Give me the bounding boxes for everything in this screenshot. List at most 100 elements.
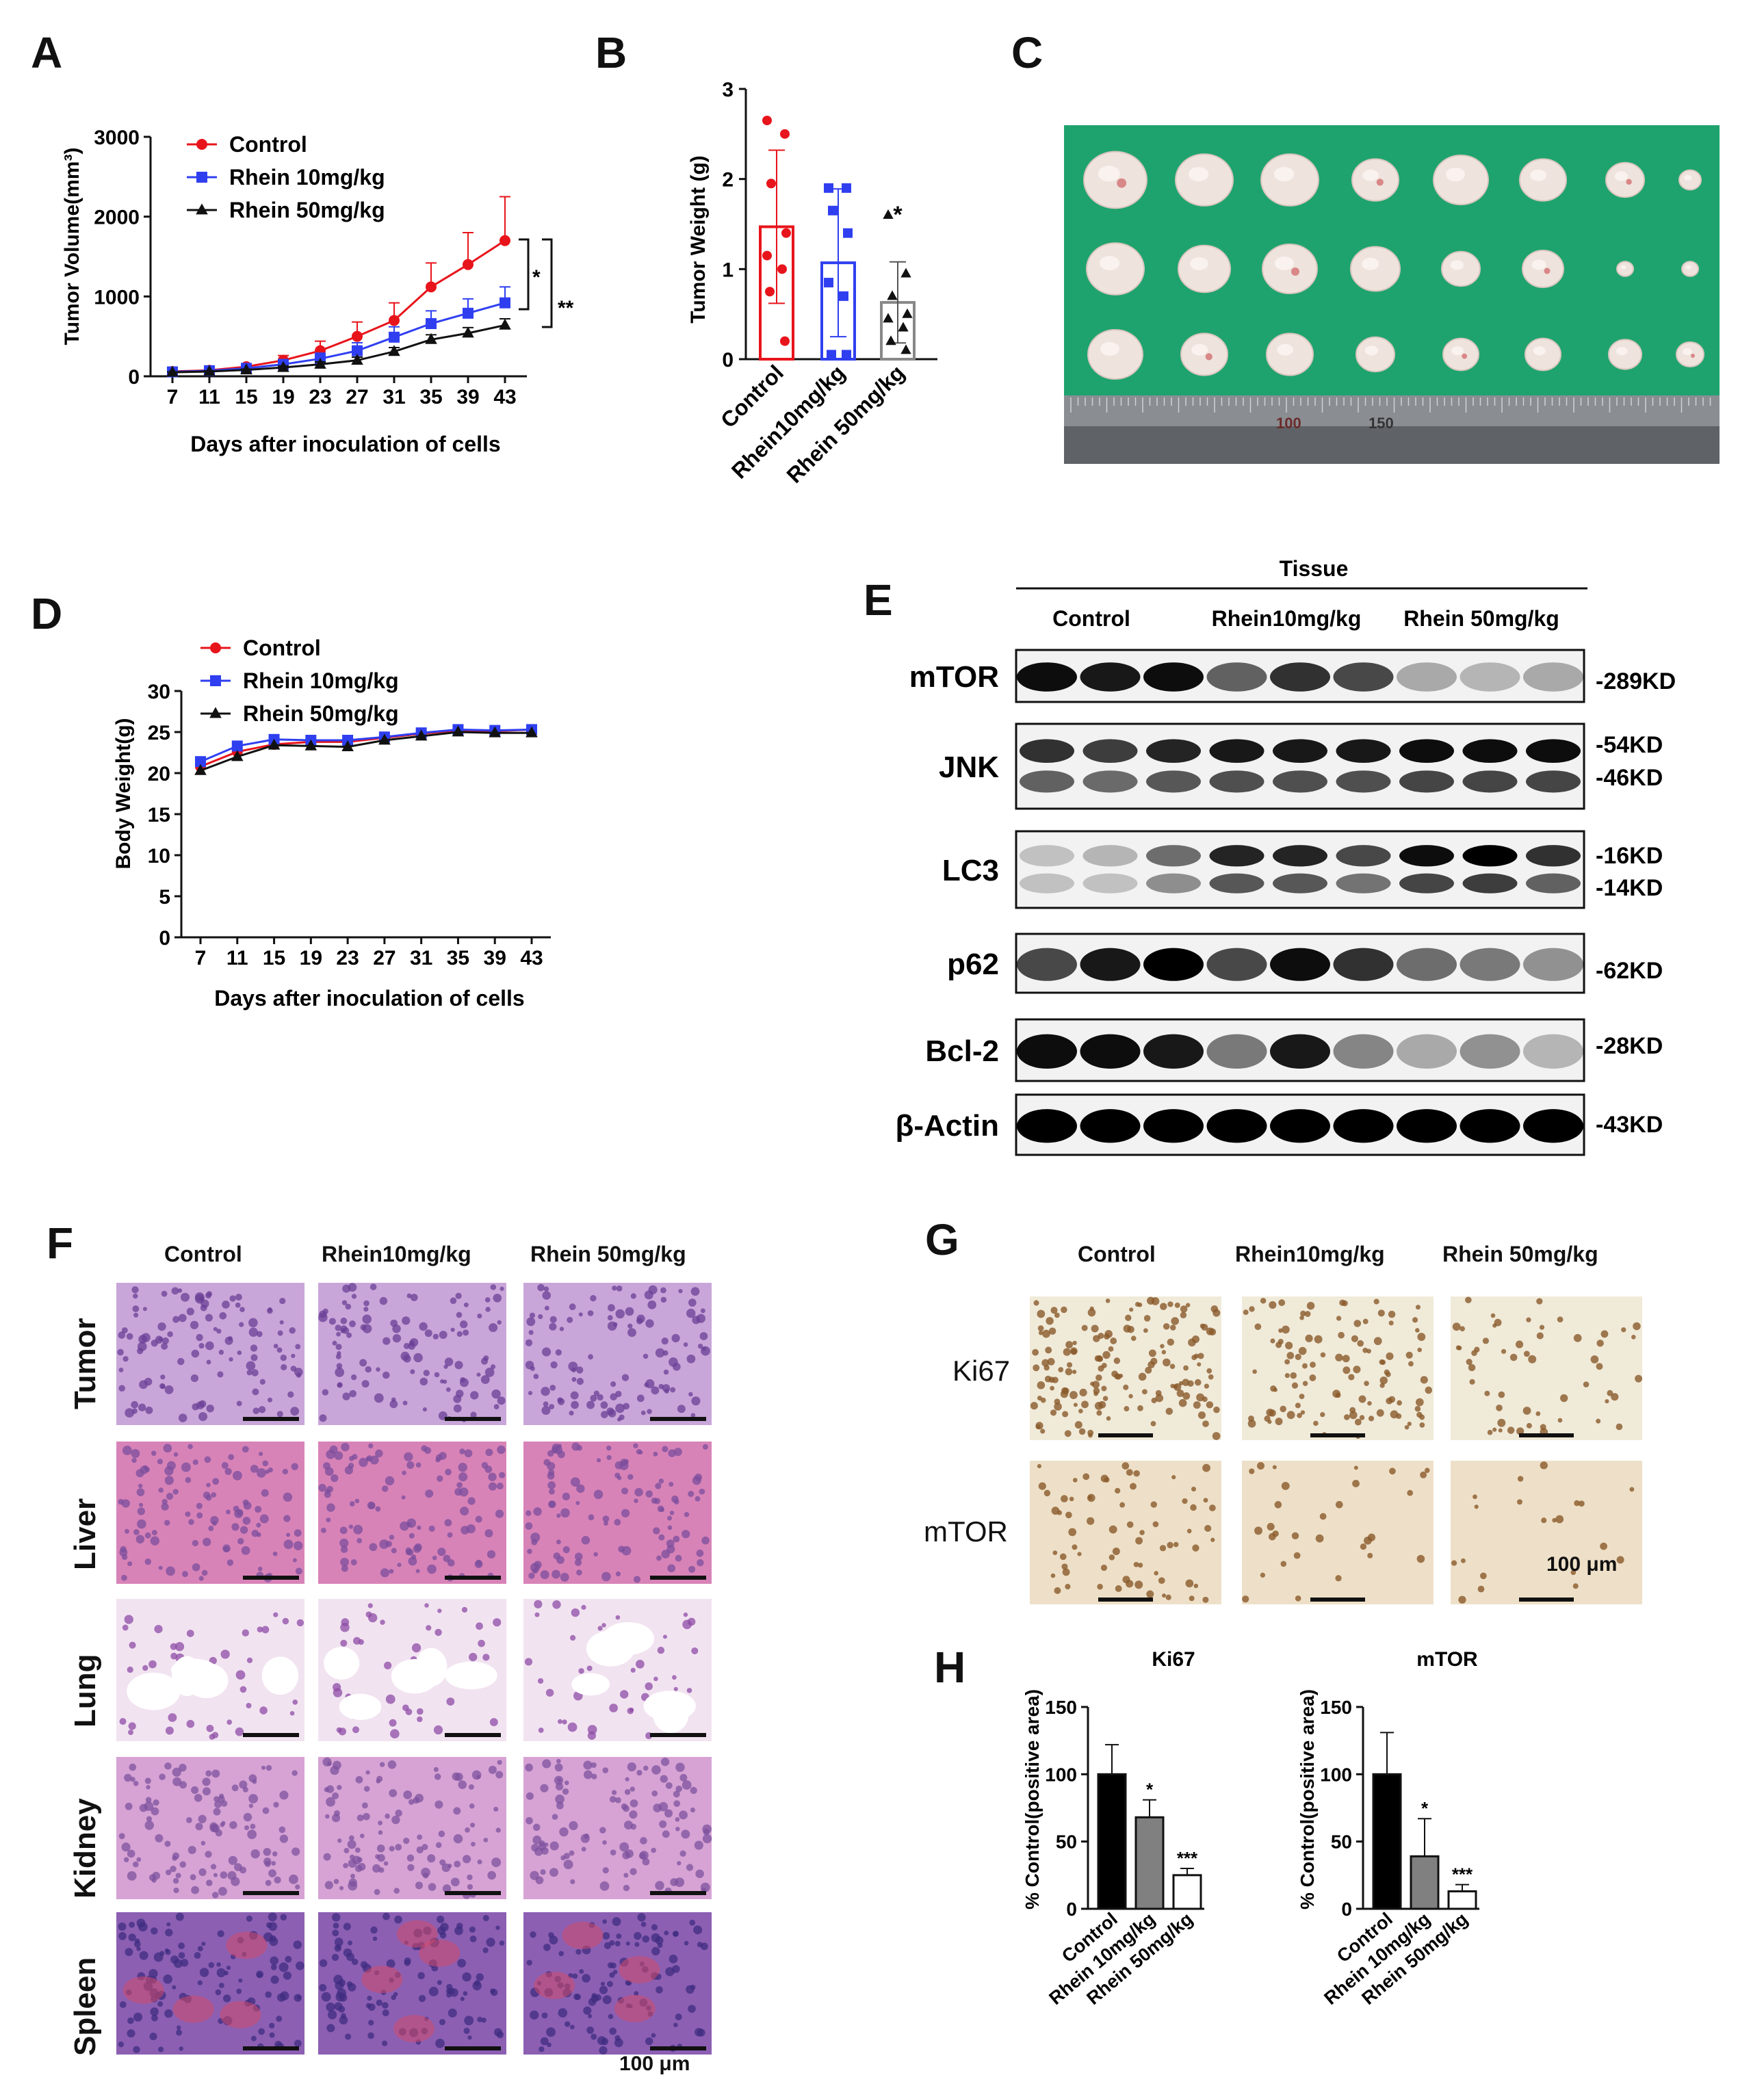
panel-d-legend-rhein50: Rhein 50mg/kg [243,701,399,726]
x-tick-label: 35 [419,386,442,408]
he-nucleus [322,1389,329,1396]
he-nucleus [151,1807,159,1816]
he-nucleus [459,1487,469,1497]
ihc-stained-cell [1254,1323,1262,1331]
x-tick-label: 15 [263,947,285,969]
ihc-stained-cell [1163,1323,1170,1330]
western-blot-panel: Tissue Control Rhein10mg/kg Rhein 50mg/k… [895,556,1676,1156]
he-nucleus [406,1461,415,1469]
he-nucleus [702,1444,708,1450]
ihc-stained-cell [1605,1399,1609,1404]
he-nucleus [675,1554,682,1562]
he-nucleus [283,1971,292,1980]
ihc-stained-cell [1629,1487,1635,1492]
he-nucleus [151,1450,157,1457]
tumor-vessel [1626,179,1632,185]
ihc-stained-cell [1108,1554,1115,1561]
he-nucleus [609,1796,617,1803]
he-nucleus [389,1535,395,1540]
he-nucleus [696,1549,704,1557]
he-nucleus [403,1790,413,1799]
he-nucleus [609,2027,617,2035]
he-nucleus [179,1861,186,1868]
he-nucleus [623,1459,630,1465]
he-nucleus [405,1547,412,1554]
he-nucleus [370,1926,378,1934]
he-nucleus [537,1283,545,1292]
he-nucleus [135,1535,145,1544]
he-nucleus [623,1403,630,1410]
he-nucleus [127,2017,134,2024]
he-nucleus [341,1300,348,1305]
ihc-stained-cell [1044,1375,1052,1383]
he-nucleus [634,1487,643,1497]
ihc-stained-cell [1191,1355,1197,1361]
he-nucleus [469,1926,476,1933]
blot-band [1020,845,1074,867]
he-nucleus [633,1576,641,1583]
he-nucleus [367,2003,376,2011]
ihc-stained-cell [1150,1357,1158,1365]
he-nucleus [455,1292,462,1299]
he-nucleus [434,1372,440,1378]
he-nucleus [673,2022,678,2028]
he-nucleus [656,1986,663,1994]
spleen-red-pulp [419,1939,461,1967]
he-nucleus [562,1719,567,1725]
ihc-stained-cell [1364,1536,1372,1545]
he-nucleus [703,1828,710,1836]
he-nucleus [171,1287,179,1295]
he-row-labels: Tumor Liver Lung Kidney Spleen [62,1283,103,2070]
ihc-stained-cell [1086,1517,1095,1525]
y-tick-label: 150 [1320,1697,1352,1718]
he-nucleus [194,1952,201,1959]
he-nucleus [385,1813,390,1819]
he-nucleus [165,1949,171,1955]
he-nucleus [262,1460,269,1467]
ihc-stained-cell [1040,1429,1046,1434]
ihc-stained-cell [1105,1299,1111,1303]
ihc-stained-cell [1122,1576,1130,1584]
ihc-stained-cell [1299,1315,1304,1320]
tumor-vessel [1544,268,1551,274]
blot-band [1523,662,1583,692]
he-nucleus [231,1523,239,1531]
ihc-stained-cell [1266,1408,1274,1417]
he-nucleus [568,1361,578,1372]
he-nucleus [269,2032,275,2038]
he-nucleus [153,1799,159,1806]
he-nucleus [229,1357,233,1362]
blot-band [1399,845,1454,867]
he-nucleus [363,1300,369,1307]
tumor-highlight [1530,169,1547,181]
ihc-stained-cell [1352,1480,1360,1487]
scatter-point [883,209,894,219]
he-nucleus [218,1349,224,1355]
he-nucleus [409,1338,419,1347]
he-nucleus [493,1293,502,1303]
blot-protein-label: JNK [939,751,999,784]
he-nucleus [256,1532,261,1537]
ihc-stained-cell [1143,1314,1151,1322]
panel-letter-d: D [31,589,63,638]
he-nucleus [133,1312,139,1318]
tumor-highlight [1685,265,1691,270]
he-nucleus [385,1540,392,1548]
ihc-stained-cell [1045,1346,1052,1354]
he-nucleus [547,1469,555,1476]
he-nucleus [366,1455,373,1462]
he-nucleus [526,1317,536,1327]
he-nucleus [686,1985,695,1994]
he-nucleus [206,1724,214,1732]
tumor-highlight [1683,348,1692,355]
he-nucleus [697,1343,703,1349]
he-nucleus [406,1854,415,1862]
he-nucleus [205,1494,212,1501]
he-nucleus [166,1869,172,1875]
he-nucleus [421,1445,428,1452]
he-nucleus [540,1784,549,1792]
ihc-stained-cell [1196,1393,1204,1402]
he-nucleus [404,1452,413,1461]
ihc-stained-cell [1059,1553,1067,1561]
he-nucleus [213,1796,220,1802]
